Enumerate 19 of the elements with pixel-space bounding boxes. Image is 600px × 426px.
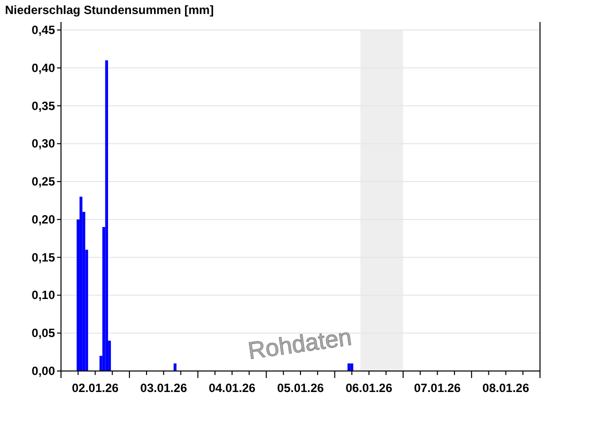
y-tick-label: 0,45 (32, 23, 56, 37)
y-tick-label: 0,35 (32, 98, 56, 113)
x-tick-label: 05.01.26 (277, 381, 324, 395)
y-tick-label: 0,25 (32, 174, 56, 189)
y-tick-label: 0,00 (32, 364, 56, 378)
chart-title: Niederschlag Stundensummen [mm] (5, 3, 214, 17)
y-tick-label: 0,20 (32, 212, 56, 226)
y-tick-label: 0,10 (32, 288, 56, 302)
x-tick-label: 08.01.26 (482, 381, 530, 395)
y-tick-label: 0,40 (32, 60, 56, 75)
x-tick-label: 02.01.26 (72, 381, 119, 395)
annotation: Rohdaten (246, 324, 354, 366)
x-tick-label: 07.01.26 (414, 381, 462, 395)
y-tick-label: 0,30 (32, 136, 56, 151)
y-tick-label: 0,15 (32, 250, 56, 264)
x-tick-label: 04.01.26 (208, 381, 256, 395)
x-tick-label: 03.01.26 (140, 381, 188, 395)
x-tick-label: 06.01.26 (346, 381, 393, 395)
y-tick-label: 0,05 (32, 326, 56, 340)
